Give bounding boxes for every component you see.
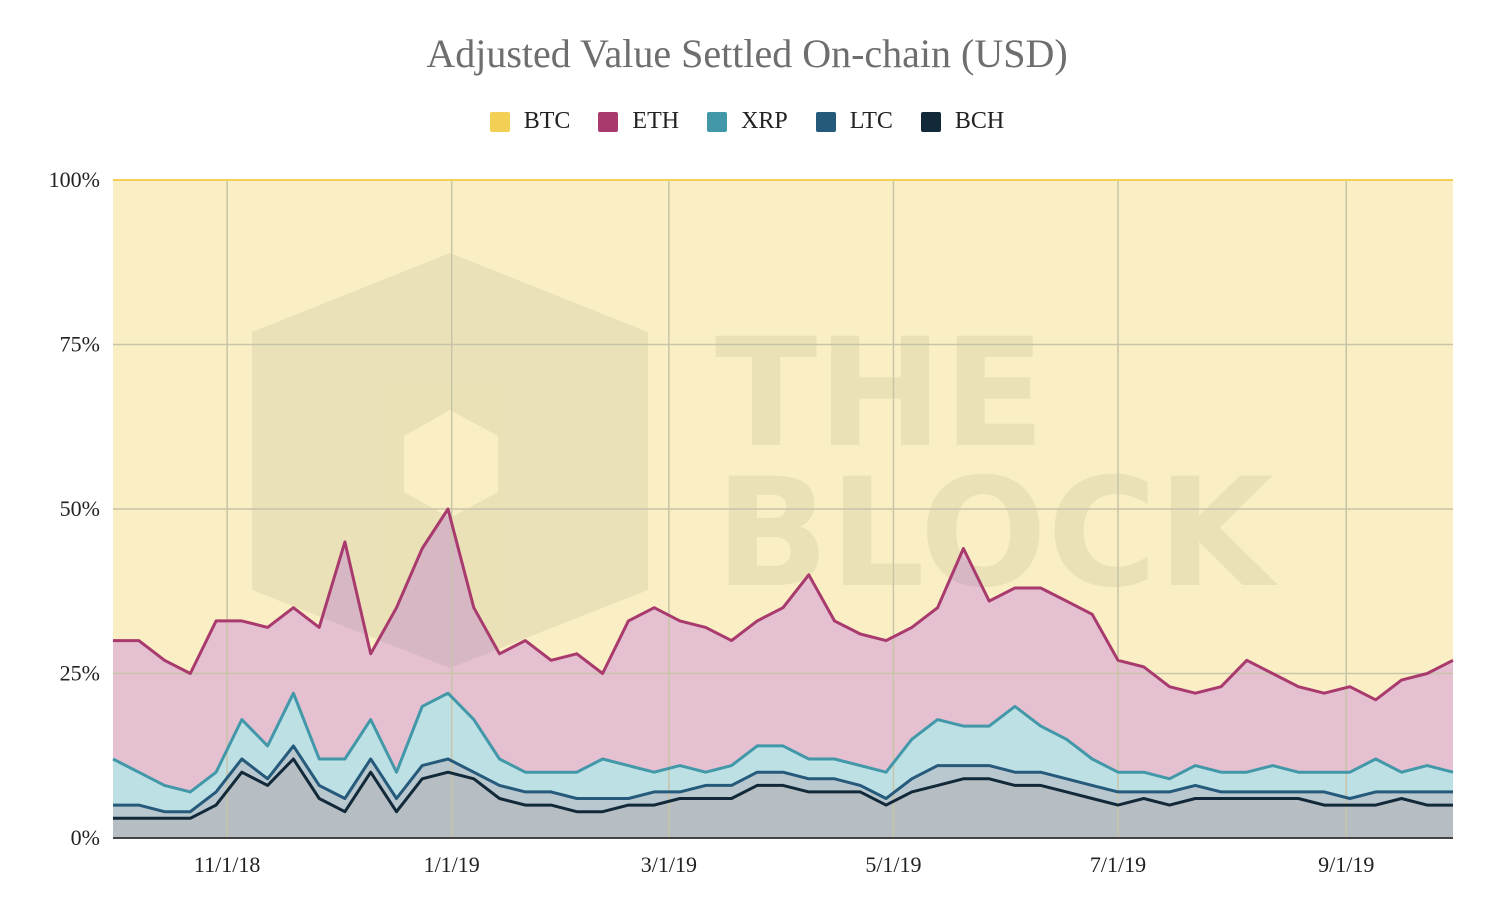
legend-item-btc[interactable]: BTC — [489, 108, 571, 135]
legend-swatch — [489, 111, 510, 132]
legend-label: BTC — [523, 108, 571, 134]
svg-text:BLOCK: BLOCK — [715, 447, 1278, 621]
x-tick-label: 9/1/19 — [1318, 852, 1374, 877]
legend-swatch — [815, 111, 836, 132]
legend-swatch — [707, 111, 728, 132]
legend-item-eth[interactable]: ETH — [598, 108, 679, 135]
y-tick-label: 0% — [71, 825, 100, 850]
x-tick-label: 7/1/19 — [1090, 852, 1146, 877]
y-tick-label: 50% — [60, 496, 100, 521]
y-tick-label: 75% — [60, 332, 100, 357]
legend-item-xrp[interactable]: XRP — [707, 108, 788, 135]
x-tick-label: 3/1/19 — [641, 852, 697, 877]
legend-item-bch[interactable]: BCH — [920, 108, 1005, 135]
legend-label: BCH — [954, 108, 1005, 134]
legend: BTC ETH XRP LTC BCH — [0, 108, 1494, 135]
y-tick-label: 100% — [49, 167, 100, 192]
svg-text:THE: THE — [715, 307, 1045, 481]
x-tick-label: 5/1/19 — [865, 852, 921, 877]
y-tick-label: 25% — [60, 661, 100, 686]
x-tick-label: 1/1/19 — [424, 852, 480, 877]
axes: 0% 25% 50% 75% 100% 11/1/18 1/1/19 3/1/19 5/1/19… — [49, 167, 1453, 877]
legend-item-ltc[interactable]: LTC — [815, 108, 893, 135]
chart-title: Adjusted Value Settled On-chain (USD) — [426, 31, 1068, 76]
x-tick-label: 11/1/18 — [194, 852, 260, 877]
gridlines — [113, 180, 1453, 838]
series-lines — [112, 179, 1454, 820]
legend-swatch — [920, 111, 941, 132]
legend-swatch — [598, 111, 619, 132]
legend-label: LTC — [849, 108, 893, 134]
legend-label: XRP — [741, 108, 788, 134]
legend-label: ETH — [632, 108, 680, 134]
